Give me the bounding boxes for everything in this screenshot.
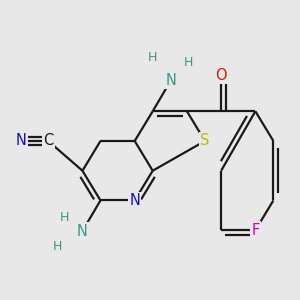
Text: N: N (77, 224, 88, 238)
Text: N: N (16, 134, 27, 148)
Text: H: H (52, 240, 62, 253)
Text: O: O (215, 68, 227, 83)
Text: H: H (184, 56, 194, 69)
Text: N: N (129, 193, 140, 208)
Text: S: S (200, 134, 210, 148)
Text: H: H (60, 211, 69, 224)
Text: N: N (165, 73, 176, 88)
Text: H: H (148, 51, 158, 64)
Text: C: C (43, 134, 53, 148)
Text: F: F (251, 223, 260, 238)
